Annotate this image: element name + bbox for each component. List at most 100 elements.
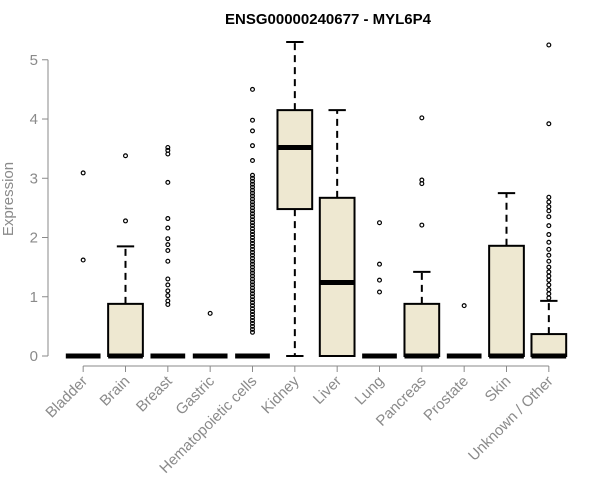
outlier-point-8 [250, 306, 256, 312]
outlier-point-3 [165, 288, 171, 294]
outlier-point-37 [250, 220, 256, 226]
outlier-point-10 [546, 246, 552, 252]
outlier-point-52 [250, 175, 256, 181]
outlier-point-31 [250, 237, 256, 243]
box-8 [403, 115, 441, 359]
outlier-point-2 [546, 287, 552, 293]
outlier-point-36 [250, 223, 256, 229]
outlier-point-55 [250, 143, 256, 149]
outlier-point-29 [250, 243, 256, 249]
y-axis: 0 1 2 3 4 5 [30, 52, 49, 365]
outlier-point-23 [250, 261, 256, 267]
outlier-point-25 [250, 255, 256, 261]
y-tick-label-1: 1 [30, 289, 38, 306]
outlier-point-51 [250, 178, 256, 184]
outlier-point-39 [250, 214, 256, 220]
outlier-point-1 [250, 326, 256, 332]
outlier-point-10 [165, 225, 171, 231]
outlier-point-8 [546, 258, 552, 264]
outlier-point-44 [250, 199, 256, 205]
box-11 [530, 42, 568, 359]
box-9 [446, 303, 482, 359]
outlier-point-35 [250, 226, 256, 232]
outlier-point-45 [250, 196, 256, 202]
outlier-point-41 [250, 208, 256, 214]
outlier-point-8 [165, 242, 171, 248]
outlier-point-42 [250, 205, 256, 211]
outlier-point-0 [250, 329, 256, 335]
outlier-point-4 [250, 317, 256, 323]
outlier-point-10 [250, 300, 256, 306]
box-body [488, 244, 525, 357]
box-body [403, 302, 441, 357]
box-0 [65, 170, 101, 359]
box-10 [488, 192, 525, 359]
outlier-point-12 [250, 294, 256, 300]
outlier-point-32 [250, 235, 256, 241]
outlier-point-13 [546, 223, 552, 229]
outlier-point-0 [207, 310, 213, 316]
outlier-point-33 [250, 232, 256, 238]
box-7 [362, 220, 397, 359]
y-tick-label-3: 3 [30, 170, 38, 187]
box-6 [318, 109, 356, 357]
outlier-point-1 [165, 298, 171, 304]
box-2 [150, 144, 186, 359]
outlier-point-54 [250, 157, 256, 163]
outlier-point-6 [165, 258, 171, 264]
x-tick-label-0: Bladder [42, 373, 91, 422]
outlier-point-20 [546, 42, 552, 48]
outlier-point-1 [80, 170, 86, 176]
outlier-point-0 [377, 289, 383, 295]
outlier-point-17 [250, 279, 256, 285]
outlier-point-24 [250, 258, 256, 264]
outlier-point-7 [546, 264, 552, 270]
y-tick-label-5: 5 [30, 52, 38, 69]
outlier-point-49 [250, 184, 256, 190]
x-tick-label-1: Brain [97, 373, 134, 410]
outlier-point-56 [250, 128, 256, 134]
y-tick-label-2: 2 [30, 230, 38, 247]
x-tick-label-6: Liver [310, 373, 345, 408]
outlier-point-34 [250, 229, 256, 235]
outlier-point-20 [250, 270, 256, 276]
outlier-point-2 [165, 293, 171, 299]
outlier-point-4 [546, 277, 552, 283]
outlier-point-9 [250, 303, 256, 309]
outlier-point-3 [250, 320, 256, 326]
outlier-point-58 [250, 86, 256, 92]
y-tick-label-0: 0 [30, 348, 38, 365]
outlier-point-9 [165, 236, 171, 242]
box-4 [235, 86, 270, 359]
box-body [318, 196, 356, 357]
outlier-point-50 [250, 181, 256, 187]
outlier-point-7 [250, 309, 256, 315]
outlier-point-12 [546, 232, 552, 238]
outlier-point-11 [165, 216, 171, 222]
outlier-point-28 [250, 246, 256, 252]
outlier-point-57 [250, 117, 256, 123]
outlier-point-15 [250, 285, 256, 291]
outlier-point-11 [546, 239, 552, 245]
outlier-point-19 [546, 121, 552, 127]
outlier-point-1 [122, 153, 128, 159]
outlier-point-1 [546, 291, 552, 297]
x-tick-label-7: Lung [352, 373, 388, 409]
x-tick-label-2: Breast [133, 372, 176, 415]
outlier-point-53 [250, 172, 256, 178]
outlier-point-47 [250, 190, 256, 196]
outlier-point-0 [122, 218, 128, 224]
outlier-point-38 [250, 217, 256, 223]
outlier-point-2 [419, 177, 425, 183]
outlier-point-6 [250, 312, 256, 318]
outlier-point-18 [250, 276, 256, 282]
box-body [276, 109, 314, 211]
y-axis-label: Expression [0, 162, 17, 236]
outlier-point-6 [546, 269, 552, 275]
box-series [65, 41, 568, 359]
outlier-point-7 [165, 248, 171, 254]
y-tick-label-4: 4 [30, 111, 38, 128]
outlier-point-46 [250, 193, 256, 199]
outlier-point-17 [546, 199, 552, 205]
